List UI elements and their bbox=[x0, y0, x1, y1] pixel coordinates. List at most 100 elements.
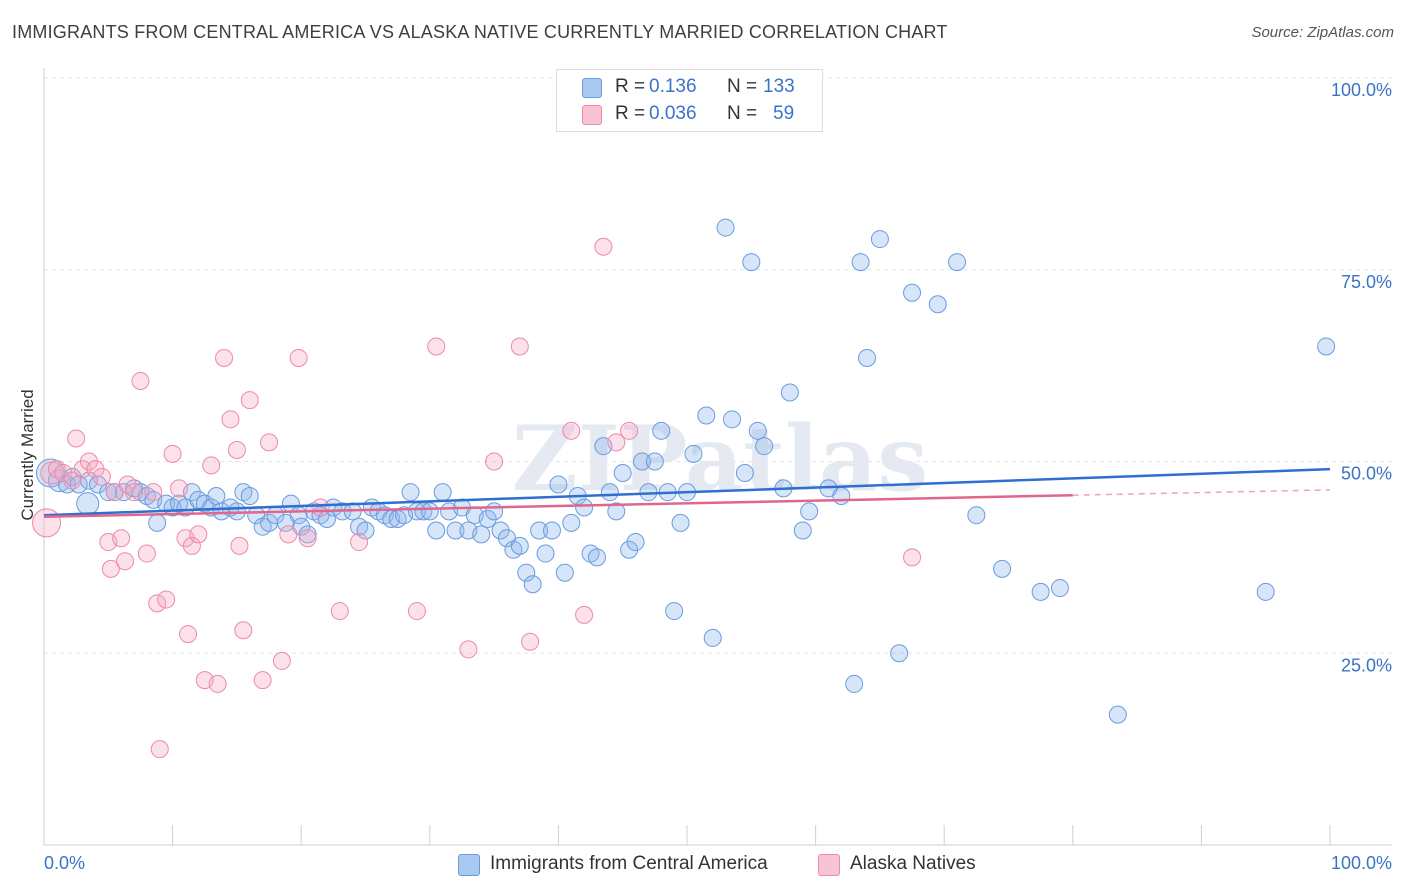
point-alaska bbox=[170, 479, 189, 498]
point-alaska bbox=[179, 625, 198, 644]
point-immigrants bbox=[851, 253, 870, 272]
point-immigrants bbox=[298, 525, 317, 544]
x-tick-label: 100.0% bbox=[1331, 853, 1392, 873]
point-alaska bbox=[311, 498, 330, 517]
point-immigrants bbox=[993, 559, 1012, 578]
point-alaska bbox=[215, 348, 234, 367]
point-alaska bbox=[594, 237, 613, 256]
point-immigrants bbox=[703, 628, 722, 647]
point-immigrants bbox=[665, 602, 684, 621]
legend-r-label: R = bbox=[615, 103, 646, 124]
legend-r-value: 0.136 bbox=[649, 76, 697, 97]
point-alaska bbox=[407, 602, 426, 621]
trend-line-alaska-extension bbox=[1072, 489, 1331, 496]
point-immigrants bbox=[530, 521, 549, 540]
point-immigrants bbox=[478, 510, 497, 529]
point-immigrants bbox=[626, 533, 645, 552]
point-immigrants bbox=[735, 464, 754, 483]
point-immigrants bbox=[1031, 582, 1050, 601]
point-immigrants bbox=[212, 502, 231, 521]
point-immigrants bbox=[800, 502, 819, 521]
point-alaska bbox=[131, 371, 150, 390]
watermark: ZIPatlas bbox=[512, 406, 928, 512]
point-immigrants bbox=[472, 525, 491, 544]
chart-title: IMMIGRANTS FROM CENTRAL AMERICA VS ALASK… bbox=[12, 22, 948, 42]
point-immigrants bbox=[1256, 582, 1275, 601]
point-alaska bbox=[137, 544, 156, 563]
y-tick-label: 25.0% bbox=[1341, 655, 1392, 675]
legend-r-label: R = bbox=[615, 76, 646, 97]
point-alaska bbox=[607, 433, 626, 452]
point-immigrants bbox=[858, 348, 877, 367]
gridlines bbox=[44, 77, 1392, 654]
y-tick-label: 75.0% bbox=[1341, 272, 1392, 292]
point-alaska bbox=[150, 740, 169, 759]
point-immigrants bbox=[99, 483, 118, 502]
point-alaska bbox=[182, 536, 201, 555]
point-alaska bbox=[298, 529, 317, 548]
point-alaska bbox=[272, 651, 291, 670]
chart-source: Source: ZipAtlas.com bbox=[1251, 24, 1394, 41]
point-alaska bbox=[101, 559, 120, 578]
point-alaska bbox=[485, 452, 504, 471]
point-immigrants bbox=[76, 492, 100, 516]
point-immigrants bbox=[652, 421, 671, 440]
point-immigrants bbox=[536, 544, 555, 563]
point-immigrants bbox=[684, 444, 703, 463]
point-immigrants bbox=[202, 498, 221, 517]
point-immigrants bbox=[1050, 579, 1069, 598]
point-immigrants bbox=[607, 502, 626, 521]
point-alaska bbox=[620, 421, 639, 440]
point-immigrants bbox=[433, 483, 452, 502]
point-immigrants bbox=[723, 410, 742, 429]
point-immigrants bbox=[63, 467, 82, 486]
point-immigrants bbox=[948, 253, 967, 272]
point-immigrants bbox=[356, 521, 375, 540]
legend-label: Alaska Natives bbox=[850, 853, 976, 874]
point-alaska bbox=[575, 605, 594, 624]
point-immigrants bbox=[742, 253, 761, 272]
point-alaska bbox=[230, 536, 249, 555]
point-alaska bbox=[63, 471, 82, 490]
stats-legend: R = 0.136 N = 133 R = 0.036 N = 59 bbox=[556, 69, 823, 132]
point-immigrants bbox=[485, 502, 504, 521]
point-immigrants bbox=[491, 521, 510, 540]
point-immigrants bbox=[420, 502, 439, 521]
point-immigrants bbox=[523, 575, 542, 594]
point-alaska bbox=[112, 529, 131, 548]
point-immigrants bbox=[671, 513, 690, 532]
point-alaska bbox=[92, 467, 111, 486]
y-tick-label: 100.0% bbox=[1331, 80, 1392, 100]
point-immigrants bbox=[903, 283, 922, 302]
point-alaska bbox=[163, 444, 182, 463]
point-immigrants bbox=[148, 513, 167, 532]
point-alaska bbox=[67, 429, 86, 448]
point-immigrants bbox=[1108, 705, 1127, 724]
legend-swatch-blue bbox=[458, 854, 480, 876]
point-immigrants bbox=[562, 513, 581, 532]
point-immigrants bbox=[207, 487, 226, 506]
point-alaska bbox=[86, 460, 105, 479]
point-immigrants bbox=[446, 521, 465, 540]
point-immigrants bbox=[967, 506, 986, 525]
axes bbox=[43, 68, 1392, 846]
point-alaska bbox=[330, 602, 349, 621]
point-immigrants bbox=[645, 452, 664, 471]
legend-swatch-pink bbox=[818, 854, 840, 876]
point-immigrants bbox=[613, 464, 632, 483]
point-immigrants bbox=[780, 383, 799, 402]
point-immigrants bbox=[517, 563, 536, 582]
point-alaska bbox=[279, 525, 298, 544]
point-alaska bbox=[427, 337, 446, 356]
legend-n-value: 133 bbox=[763, 76, 795, 97]
point-alaska bbox=[125, 483, 144, 502]
point-alaska bbox=[510, 337, 529, 356]
point-immigrants bbox=[793, 521, 812, 540]
point-immigrants bbox=[845, 674, 864, 693]
point-alaska bbox=[144, 483, 163, 502]
point-alaska bbox=[116, 552, 135, 571]
point-alaska bbox=[32, 508, 62, 538]
point-alaska bbox=[118, 475, 137, 494]
point-alaska bbox=[521, 632, 540, 651]
y-axis-label: Currently Married bbox=[18, 389, 37, 520]
